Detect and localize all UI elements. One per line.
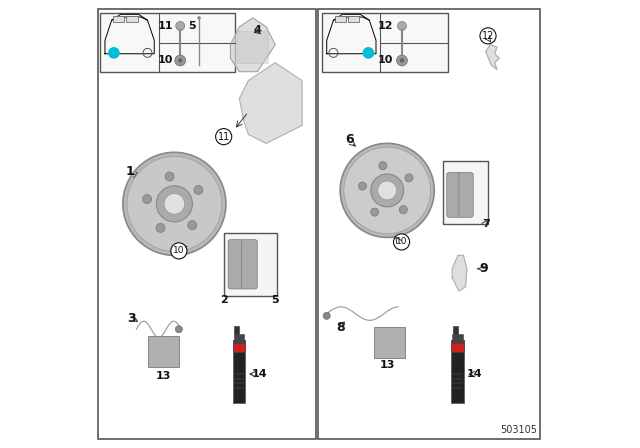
Circle shape (323, 312, 330, 319)
Bar (233, 340, 245, 352)
Bar (234, 326, 239, 334)
Bar (317, 9, 540, 439)
FancyBboxPatch shape (459, 172, 473, 217)
Circle shape (165, 172, 174, 181)
Text: 12: 12 (482, 31, 494, 41)
Circle shape (480, 28, 496, 44)
Circle shape (164, 194, 185, 214)
Bar (148, 336, 179, 367)
Bar (451, 340, 464, 352)
Circle shape (108, 47, 120, 59)
Text: 503105: 503105 (500, 425, 538, 435)
Circle shape (156, 186, 193, 222)
Polygon shape (452, 255, 467, 291)
Circle shape (397, 22, 406, 30)
Bar (127, 16, 138, 22)
Bar (374, 327, 405, 358)
Bar (233, 340, 245, 403)
Text: 5: 5 (271, 295, 279, 305)
Polygon shape (486, 45, 499, 69)
Text: 3: 3 (127, 311, 136, 325)
Bar (113, 16, 124, 22)
Bar (453, 326, 458, 334)
Circle shape (358, 182, 367, 190)
Text: 1: 1 (125, 164, 134, 178)
Text: 8: 8 (336, 320, 344, 334)
Polygon shape (230, 18, 275, 72)
Bar (335, 16, 346, 22)
Text: 10: 10 (396, 237, 407, 246)
Circle shape (127, 156, 222, 251)
Circle shape (197, 16, 201, 20)
Text: 10: 10 (378, 56, 394, 65)
Bar (100, 13, 235, 72)
Text: 11: 11 (157, 21, 173, 31)
Text: 10: 10 (157, 56, 173, 65)
Text: 5: 5 (189, 21, 196, 31)
Text: 2: 2 (220, 295, 228, 305)
Text: 6: 6 (345, 133, 353, 146)
Circle shape (405, 174, 413, 182)
Circle shape (176, 22, 185, 30)
Bar (443, 161, 488, 224)
Text: 13: 13 (380, 360, 395, 370)
Bar (451, 340, 464, 403)
Polygon shape (239, 63, 302, 143)
Circle shape (194, 185, 203, 194)
Circle shape (371, 208, 379, 216)
FancyBboxPatch shape (228, 240, 244, 289)
Text: 14: 14 (252, 369, 268, 379)
Circle shape (175, 326, 182, 333)
Text: 14: 14 (467, 369, 483, 379)
Bar (234, 334, 244, 343)
Bar (224, 233, 278, 296)
FancyBboxPatch shape (242, 240, 257, 289)
Circle shape (340, 143, 435, 237)
Circle shape (178, 58, 182, 63)
Text: 9: 9 (479, 262, 488, 276)
Bar (323, 13, 448, 72)
Text: 7: 7 (482, 219, 490, 229)
Circle shape (216, 129, 232, 145)
Text: 10: 10 (173, 246, 184, 255)
Circle shape (399, 206, 407, 214)
Text: 4: 4 (253, 25, 261, 35)
Circle shape (394, 234, 410, 250)
Circle shape (378, 181, 397, 200)
Circle shape (175, 55, 186, 66)
Bar (348, 16, 360, 22)
Circle shape (397, 55, 408, 66)
Circle shape (400, 58, 404, 63)
Circle shape (188, 220, 196, 229)
Bar (99, 9, 316, 439)
Text: 12: 12 (378, 21, 394, 31)
Circle shape (379, 162, 387, 170)
Text: 13: 13 (156, 371, 171, 381)
Circle shape (123, 152, 226, 255)
Bar (452, 334, 463, 343)
FancyBboxPatch shape (447, 172, 461, 217)
Circle shape (171, 243, 187, 259)
Circle shape (362, 47, 374, 59)
Circle shape (371, 174, 404, 207)
Circle shape (344, 147, 431, 234)
Text: 11: 11 (218, 132, 230, 142)
Circle shape (143, 194, 152, 203)
Bar (237, 31, 269, 63)
Circle shape (156, 224, 165, 233)
